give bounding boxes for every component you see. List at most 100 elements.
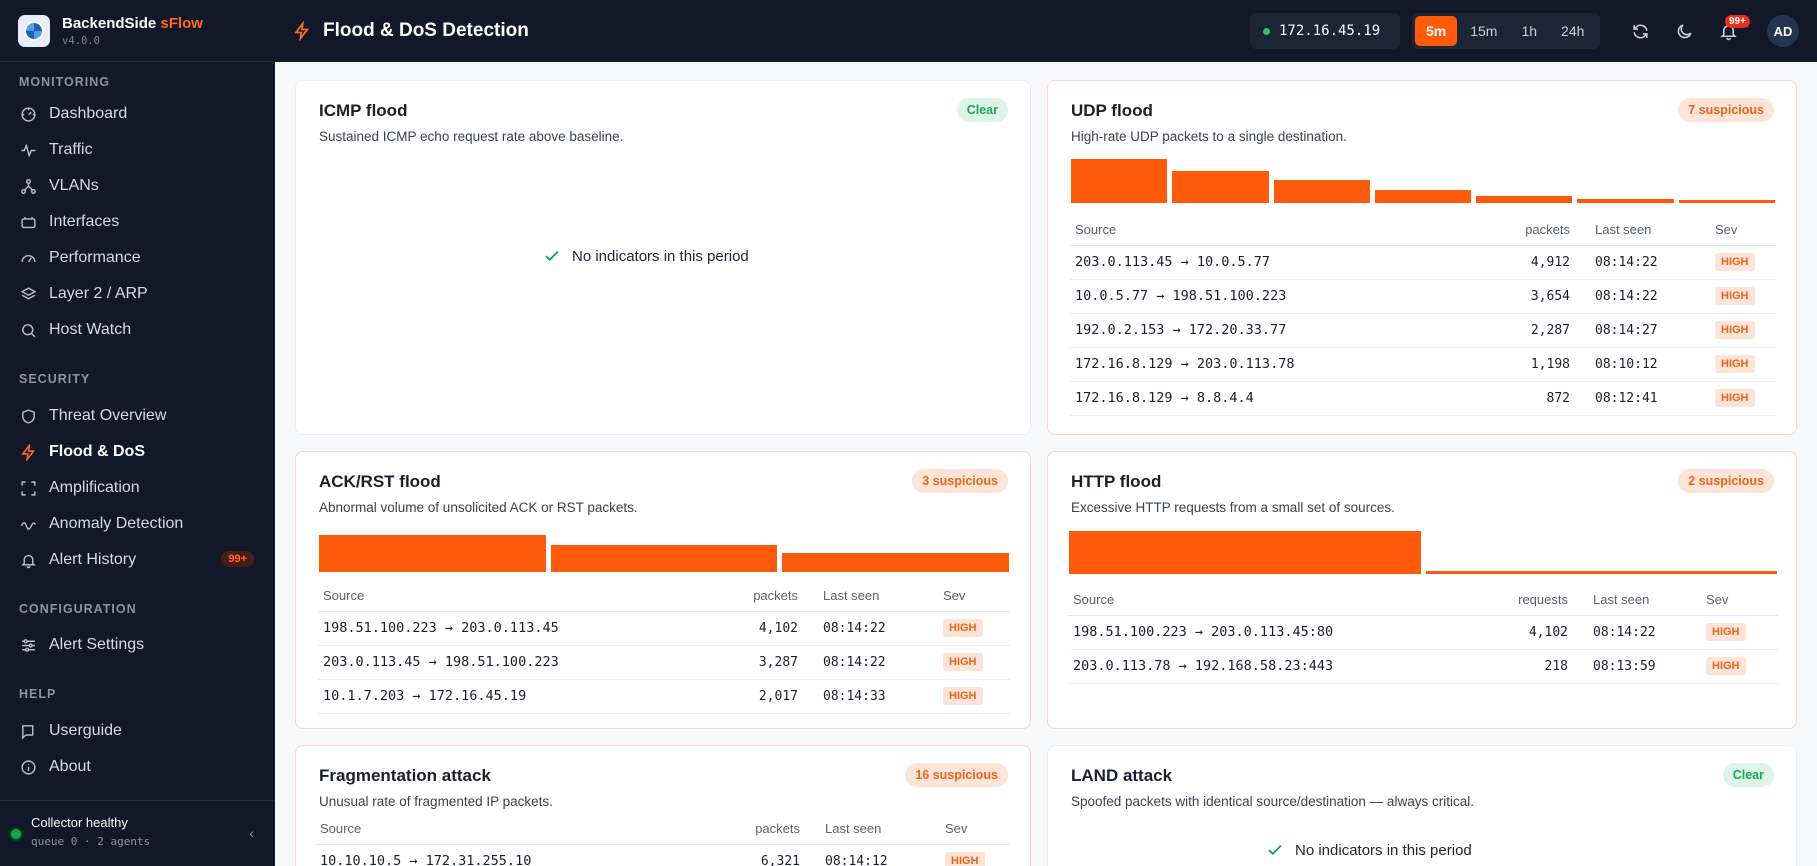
sidebar-item-layer2[interactable]: Layer 2 / ARP bbox=[0, 276, 275, 312]
avatar[interactable]: AD bbox=[1767, 15, 1799, 47]
sidebar-item-vlans[interactable]: VLANs bbox=[0, 168, 275, 204]
rate-bar bbox=[550, 545, 778, 572]
sidebar-item-userguide[interactable]: Userguide bbox=[0, 713, 275, 749]
sidebar-item-amplification[interactable]: Amplification bbox=[0, 470, 275, 506]
card-description: High-rate UDP packets to a single destin… bbox=[1071, 129, 1347, 144]
rate-bar bbox=[1476, 196, 1573, 203]
brand[interactable]: BackendSide sFlow v4.0.0 bbox=[0, 0, 275, 62]
table-row[interactable]: 10.10.10.5 → 172.31.255.10 6,321 08:14:12 H… bbox=[315, 844, 1010, 866]
last-seen-cell: 08:14:22 bbox=[1590, 245, 1710, 280]
source-cell: 172.16.8.129 → 8.8.4.4 bbox=[1070, 381, 1470, 416]
last-seen-cell: 08:14:22 bbox=[818, 645, 938, 680]
land-attack-card: LAND attack Spoofed packets with identic… bbox=[1047, 745, 1797, 866]
table-row[interactable]: 198.51.100.223 → 203.0.113.45:80 4,102 08:… bbox=[1068, 615, 1778, 650]
sidebar-item-about[interactable]: About bbox=[0, 749, 275, 785]
last-seen-cell: 08:14:12 bbox=[820, 844, 940, 866]
column-header: Last seen bbox=[1590, 215, 1710, 246]
source-cell: 10.1.7.203 → 172.16.45.19 bbox=[318, 679, 708, 714]
count-cell: 2,287 bbox=[1470, 313, 1590, 348]
section-label-help: HELP bbox=[19, 687, 57, 701]
alert-count-badge: 99+ bbox=[221, 551, 254, 567]
section-label-monitoring: MONITORING bbox=[19, 75, 111, 89]
sidebar-item-performance[interactable]: Performance bbox=[0, 240, 275, 276]
notification-badge: 99+ bbox=[1725, 15, 1750, 28]
sidebar-item-label: Layer 2 / ARP bbox=[49, 285, 148, 302]
table-row[interactable]: 203.0.113.45 → 198.51.100.223 3,287 08:14:… bbox=[318, 645, 1010, 680]
severity-badge: HIGH bbox=[943, 653, 983, 671]
table-row[interactable]: 10.1.7.203 → 172.16.45.19 2,017 08:14:33 HI… bbox=[318, 679, 1010, 714]
table-row[interactable]: 198.51.100.223 → 203.0.113.45 4,102 08:14:… bbox=[318, 611, 1010, 646]
card-title: UDP flood bbox=[1071, 101, 1153, 120]
collector-status: Collector healthy queue 0 · 2 agents ‹ bbox=[0, 800, 275, 866]
wave-icon bbox=[19, 515, 37, 533]
card-description: Excessive HTTP requests from a small set… bbox=[1071, 500, 1395, 515]
collapse-sidebar-icon[interactable]: ‹ bbox=[249, 825, 254, 841]
sliders-icon bbox=[19, 636, 37, 654]
sidebar-item-anomaly-detection[interactable]: Anomaly Detection bbox=[0, 506, 275, 542]
source-cell: 198.51.100.223 → 203.0.113.45:80 bbox=[1068, 615, 1468, 650]
refresh-icon[interactable] bbox=[1628, 19, 1652, 43]
sidebar-item-host-watch[interactable]: Host Watch bbox=[0, 312, 275, 348]
collector-subtitle: queue 0 · 2 agents bbox=[31, 835, 151, 848]
last-seen-cell: 08:14:22 bbox=[818, 611, 938, 646]
sidebar-item-alert-history[interactable]: Alert History 99+ bbox=[0, 542, 275, 578]
table-header-row: Source packets Last seen Sev bbox=[315, 814, 1010, 845]
sidebar-item-traffic[interactable]: Traffic bbox=[0, 132, 275, 168]
sidebar-item-threat-overview[interactable]: Threat Overview bbox=[0, 398, 275, 434]
severity-cell: HIGH bbox=[1710, 279, 1776, 314]
table-row[interactable]: 10.0.5.77 → 198.51.100.223 3,654 08:14:22 H… bbox=[1070, 279, 1776, 314]
card-description: Spoofed packets with identical source/de… bbox=[1071, 794, 1474, 809]
sidebar-item-dashboard[interactable]: Dashboard bbox=[0, 96, 275, 132]
table-row[interactable]: 172.16.8.129 → 8.8.4.4 872 08:12:41 HIGH bbox=[1070, 381, 1776, 416]
sidebar-item-label: Flood & DoS bbox=[49, 443, 145, 460]
severity-badge: HIGH bbox=[945, 852, 985, 866]
source-cell: 203.0.113.45 → 10.0.5.77 bbox=[1070, 245, 1470, 280]
table-row[interactable]: 203.0.113.78 → 192.168.58.23:443 218 08:13… bbox=[1068, 649, 1778, 684]
ack-rate-bars bbox=[319, 535, 1009, 572]
column-header: Source bbox=[318, 581, 708, 612]
rate-bar bbox=[319, 535, 546, 572]
app-version: v4.0.0 bbox=[62, 34, 100, 47]
column-header: Sev bbox=[940, 814, 1010, 845]
status-badge: 7 suspicious bbox=[1678, 98, 1774, 122]
pulse-icon bbox=[19, 141, 37, 159]
range-1h-button[interactable]: 1h bbox=[1521, 23, 1538, 39]
sidebar-item-interfaces[interactable]: Interfaces bbox=[0, 204, 275, 240]
column-header: Sev bbox=[1701, 585, 1778, 616]
severity-badge: HIGH bbox=[1715, 253, 1755, 271]
udp-rate-bars bbox=[1071, 159, 1775, 203]
source-cell: 198.51.100.223 → 203.0.113.45 bbox=[318, 611, 708, 646]
last-seen-cell: 08:14:22 bbox=[1588, 615, 1701, 650]
range-24h-button[interactable]: 24h bbox=[1561, 23, 1585, 39]
table-row[interactable]: 192.0.2.153 → 172.20.33.77 2,287 08:14:27 H… bbox=[1070, 313, 1776, 348]
rate-bar bbox=[1577, 199, 1674, 203]
book-icon bbox=[19, 722, 37, 740]
sidebar-item-label: Interfaces bbox=[49, 213, 120, 230]
sidebar-item-flood-dos[interactable]: Flood & DoS bbox=[0, 434, 275, 470]
sidebar-item-alert-settings[interactable]: Alert Settings bbox=[0, 627, 275, 663]
info-icon bbox=[19, 758, 37, 776]
app-logo bbox=[18, 14, 50, 47]
rate-bar bbox=[1069, 531, 1421, 574]
table-header-row: Source packets Last seen Sev bbox=[318, 581, 1010, 612]
moon-icon[interactable] bbox=[1672, 19, 1696, 43]
agent-ip-selector[interactable]: 172.16.45.19 bbox=[1250, 13, 1400, 49]
sidebar-item-label: Alert History bbox=[49, 551, 137, 568]
table-row[interactable]: 172.16.8.129 → 203.0.113.78 1,198 08:10:12… bbox=[1070, 347, 1776, 382]
check-icon bbox=[1265, 841, 1285, 859]
count-cell: 4,102 bbox=[1468, 615, 1588, 650]
status-badge: 3 suspicious bbox=[912, 469, 1008, 493]
count-cell: 3,287 bbox=[708, 645, 818, 680]
table-row[interactable]: 203.0.113.45 → 10.0.5.77 4,912 08:14:22 HIG… bbox=[1070, 245, 1776, 280]
card-title: Fragmentation attack bbox=[319, 766, 491, 785]
last-seen-cell: 08:13:59 bbox=[1588, 649, 1701, 684]
severity-cell: HIGH bbox=[938, 611, 1010, 646]
rate-bar bbox=[1425, 571, 1777, 574]
range-15m-button[interactable]: 15m bbox=[1470, 23, 1498, 39]
expand-icon bbox=[19, 479, 37, 497]
last-seen-cell: 08:14:22 bbox=[1590, 279, 1710, 314]
last-seen-cell: 08:14:33 bbox=[818, 679, 938, 714]
range-5m-button[interactable]: 5m bbox=[1415, 16, 1458, 46]
sidebar-item-label: Userguide bbox=[49, 722, 122, 739]
count-cell: 3,654 bbox=[1470, 279, 1590, 314]
